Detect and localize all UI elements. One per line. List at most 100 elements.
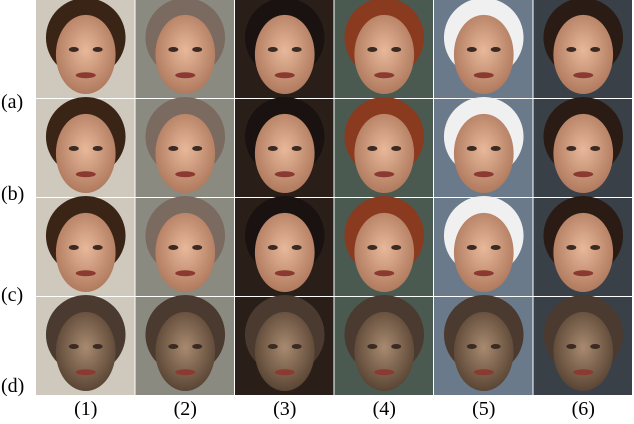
eye [491, 47, 501, 52]
eye [391, 146, 401, 151]
mouth [474, 72, 494, 78]
eye [590, 47, 600, 52]
eye [268, 146, 278, 151]
eye [367, 245, 377, 250]
eye [168, 344, 178, 349]
eye [367, 146, 377, 151]
eye [467, 245, 477, 250]
eye [292, 245, 302, 250]
eye [292, 344, 302, 349]
eye [566, 47, 576, 52]
face [255, 15, 315, 94]
eye [192, 344, 202, 349]
eye [93, 146, 103, 151]
eye [467, 47, 477, 52]
column-label: (5) [472, 398, 495, 419]
mouth [175, 72, 195, 78]
eye [491, 245, 501, 250]
face [454, 114, 514, 193]
mouth [573, 270, 593, 276]
mouth [374, 72, 394, 78]
column-label: (3) [273, 398, 296, 419]
eye [566, 146, 576, 151]
figure: (a)(b)(c)(d)(1)(2)(3)(4)(5)(6) [0, 0, 634, 419]
eye [69, 344, 79, 349]
row-label: (c) [1, 284, 23, 306]
face [553, 213, 613, 292]
face [155, 15, 215, 94]
column-label: (1) [74, 398, 97, 419]
eye [367, 344, 377, 349]
eye [391, 245, 401, 250]
eye [69, 47, 79, 52]
mouth [573, 369, 593, 375]
row-label: (a) [1, 91, 23, 113]
face [354, 213, 414, 292]
face [354, 312, 414, 391]
eye [192, 47, 202, 52]
eye [192, 146, 202, 151]
mouth [573, 72, 593, 78]
face [354, 15, 414, 94]
eye [467, 344, 477, 349]
face [255, 213, 315, 292]
mouth [76, 369, 96, 375]
eye [491, 146, 501, 151]
eye [69, 245, 79, 250]
eye [268, 344, 278, 349]
face [454, 213, 514, 292]
face [56, 213, 116, 292]
eye [93, 344, 103, 349]
face [56, 114, 116, 193]
mouth [573, 171, 593, 177]
eye [93, 245, 103, 250]
eye [467, 146, 477, 151]
face [155, 213, 215, 292]
eye [590, 344, 600, 349]
eye [391, 344, 401, 349]
face [454, 312, 514, 391]
eye [168, 47, 178, 52]
mouth [275, 270, 295, 276]
column-label: (6) [572, 398, 595, 419]
eye [590, 245, 600, 250]
row-label: (d) [1, 375, 24, 397]
eye [292, 47, 302, 52]
face [454, 15, 514, 94]
eye [590, 146, 600, 151]
eye [168, 245, 178, 250]
eye [391, 47, 401, 52]
mouth [374, 171, 394, 177]
mouth [474, 369, 494, 375]
eye [268, 245, 278, 250]
eye [69, 146, 79, 151]
face [553, 15, 613, 94]
eye [93, 47, 103, 52]
face [155, 114, 215, 193]
mouth [374, 369, 394, 375]
mouth [474, 171, 494, 177]
mouth [76, 72, 96, 78]
eye [192, 245, 202, 250]
mouth [76, 171, 96, 177]
face [255, 114, 315, 193]
mouth [275, 171, 295, 177]
eye [566, 245, 576, 250]
mouth [76, 270, 96, 276]
mouth [474, 270, 494, 276]
face [354, 114, 414, 193]
eye [168, 146, 178, 151]
image-grid [36, 0, 632, 395]
mouth [175, 270, 195, 276]
face [553, 114, 613, 193]
eye [268, 47, 278, 52]
mouth [175, 369, 195, 375]
eye [367, 47, 377, 52]
face [553, 312, 613, 391]
mouth [175, 171, 195, 177]
mouth [374, 270, 394, 276]
face [56, 15, 116, 94]
eye [292, 146, 302, 151]
face [155, 312, 215, 391]
column-label: (4) [373, 398, 396, 419]
